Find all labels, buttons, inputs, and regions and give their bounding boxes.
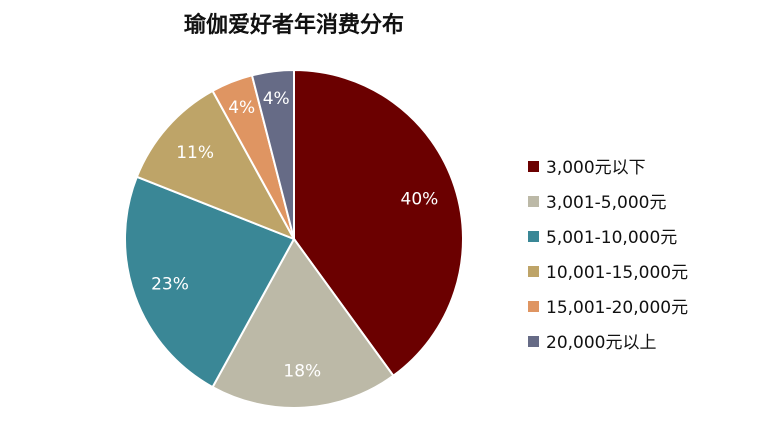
data-label-slice-5: 4% bbox=[228, 98, 255, 118]
pie-slice-labels: 40% 18% 23% 11% 4% 4% bbox=[151, 89, 438, 381]
legend-label-4: 10,001-15,000元 bbox=[546, 263, 688, 283]
data-label-slice-4: 11% bbox=[176, 143, 214, 163]
legend-swatch-1 bbox=[528, 161, 539, 172]
legend-label-3: 5,001-10,000元 bbox=[546, 228, 677, 248]
legend-label-1: 3,000元以下 bbox=[546, 158, 646, 178]
legend-label-6: 20,000元以上 bbox=[546, 333, 656, 353]
pie-slice-4 bbox=[135, 89, 295, 240]
data-label-slice-6: 4% bbox=[263, 89, 290, 109]
legend-swatch-5 bbox=[528, 301, 539, 312]
data-label-slice-1: 40% bbox=[401, 189, 439, 209]
legend-swatch-6 bbox=[528, 336, 539, 347]
data-label-slice-3: 23% bbox=[151, 275, 189, 295]
legend-swatch-2 bbox=[528, 196, 539, 207]
legend-swatch-4 bbox=[528, 266, 539, 277]
legend-swatch-3 bbox=[528, 231, 539, 242]
pie-slices bbox=[124, 69, 464, 410]
pie-slice-1 bbox=[293, 69, 464, 377]
pie-slice-2 bbox=[211, 238, 395, 410]
legend-label-5: 15,001-20,000元 bbox=[546, 298, 688, 318]
pie-slice-3 bbox=[124, 175, 295, 389]
data-label-slice-2: 18% bbox=[283, 362, 321, 382]
legend-label-2: 3,001-5,000元 bbox=[546, 193, 666, 213]
chart-legend: 3,000元以下 3,001-5,000元 5,001-10,000元 10,001-… bbox=[528, 158, 688, 353]
pie-slice-6 bbox=[250, 69, 295, 240]
chart-title: 瑜伽爱好者年消费分布 bbox=[184, 12, 404, 38]
